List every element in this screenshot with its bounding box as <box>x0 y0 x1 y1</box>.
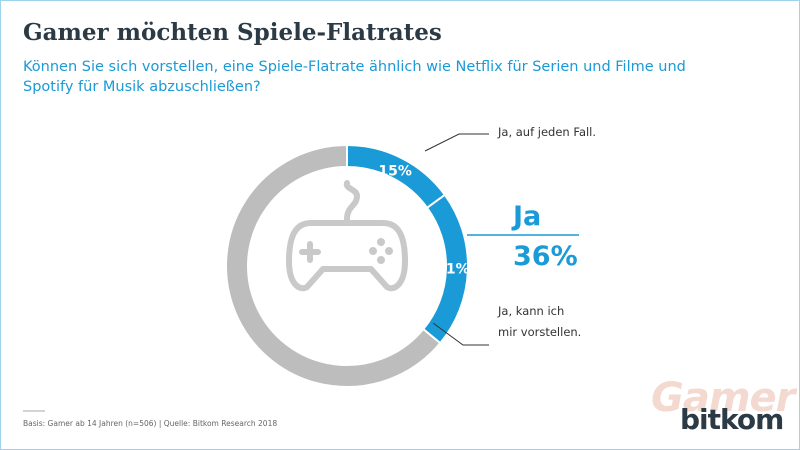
button <box>377 256 385 264</box>
donut-segment <box>225 143 442 388</box>
value-label: 21% <box>436 261 470 277</box>
button <box>377 238 385 246</box>
pad <box>286 220 408 292</box>
logo: bitkom <box>680 403 784 436</box>
leader-line <box>424 133 489 152</box>
total-value: 36% <box>513 241 578 272</box>
category-label: Ja, auf jeden Fall. <box>498 125 597 139</box>
chart-title: Gamer möchten Spiele-Flatrates <box>23 19 442 46</box>
category-label: Ja, kann ich mir vorstellen. <box>498 304 582 339</box>
button <box>385 247 393 255</box>
donut: 15% 21% <box>225 143 470 388</box>
watermark: Gamer <box>651 375 795 421</box>
buttons <box>369 238 393 264</box>
total-label: Ja <box>513 201 542 232</box>
button <box>369 247 377 255</box>
note: Basis: Gamer ab 14 Jahren (n=506) | Quel… <box>23 419 278 428</box>
chart-subtitle: Können Sie sich vorstellen, eine Spiele-… <box>23 59 686 95</box>
leaders <box>424 133 579 346</box>
controller-icon <box>286 180 408 292</box>
leader-line <box>432 322 489 346</box>
cable <box>343 180 360 222</box>
value-label: 15% <box>378 164 412 180</box>
dpad <box>299 241 321 263</box>
